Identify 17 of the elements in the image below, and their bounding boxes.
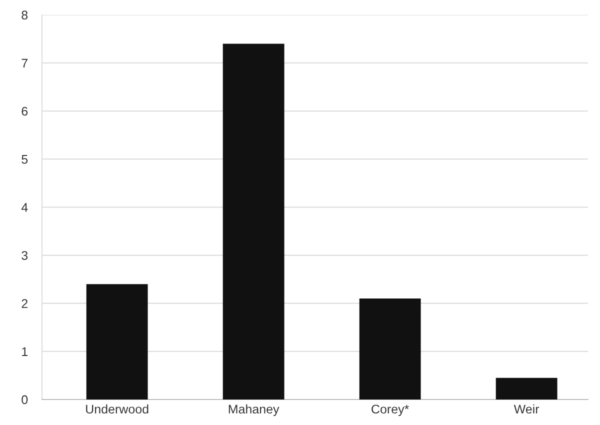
y-tick-label: 5 xyxy=(22,155,28,164)
x-tick-label: Underwood xyxy=(86,404,148,414)
bar xyxy=(359,298,421,400)
x-tick-label: Mahaney xyxy=(228,404,280,416)
y-tick-label: 0 xyxy=(22,395,28,404)
x-tick-label: Weir xyxy=(514,404,540,414)
y-tick-label: 1 xyxy=(22,347,28,356)
y-tick-label: 8 xyxy=(22,10,28,20)
bar xyxy=(496,378,558,400)
x-tick-label: Corey* xyxy=(372,404,409,416)
bar xyxy=(86,284,148,400)
y-tick-label: 3 xyxy=(22,251,28,260)
bar xyxy=(222,44,284,400)
y-tick-label: 2 xyxy=(22,299,28,308)
y-tick-label: 6 xyxy=(22,106,28,116)
y-tick-label: 4 xyxy=(21,203,28,212)
y-tick-label: 7 xyxy=(22,58,28,68)
